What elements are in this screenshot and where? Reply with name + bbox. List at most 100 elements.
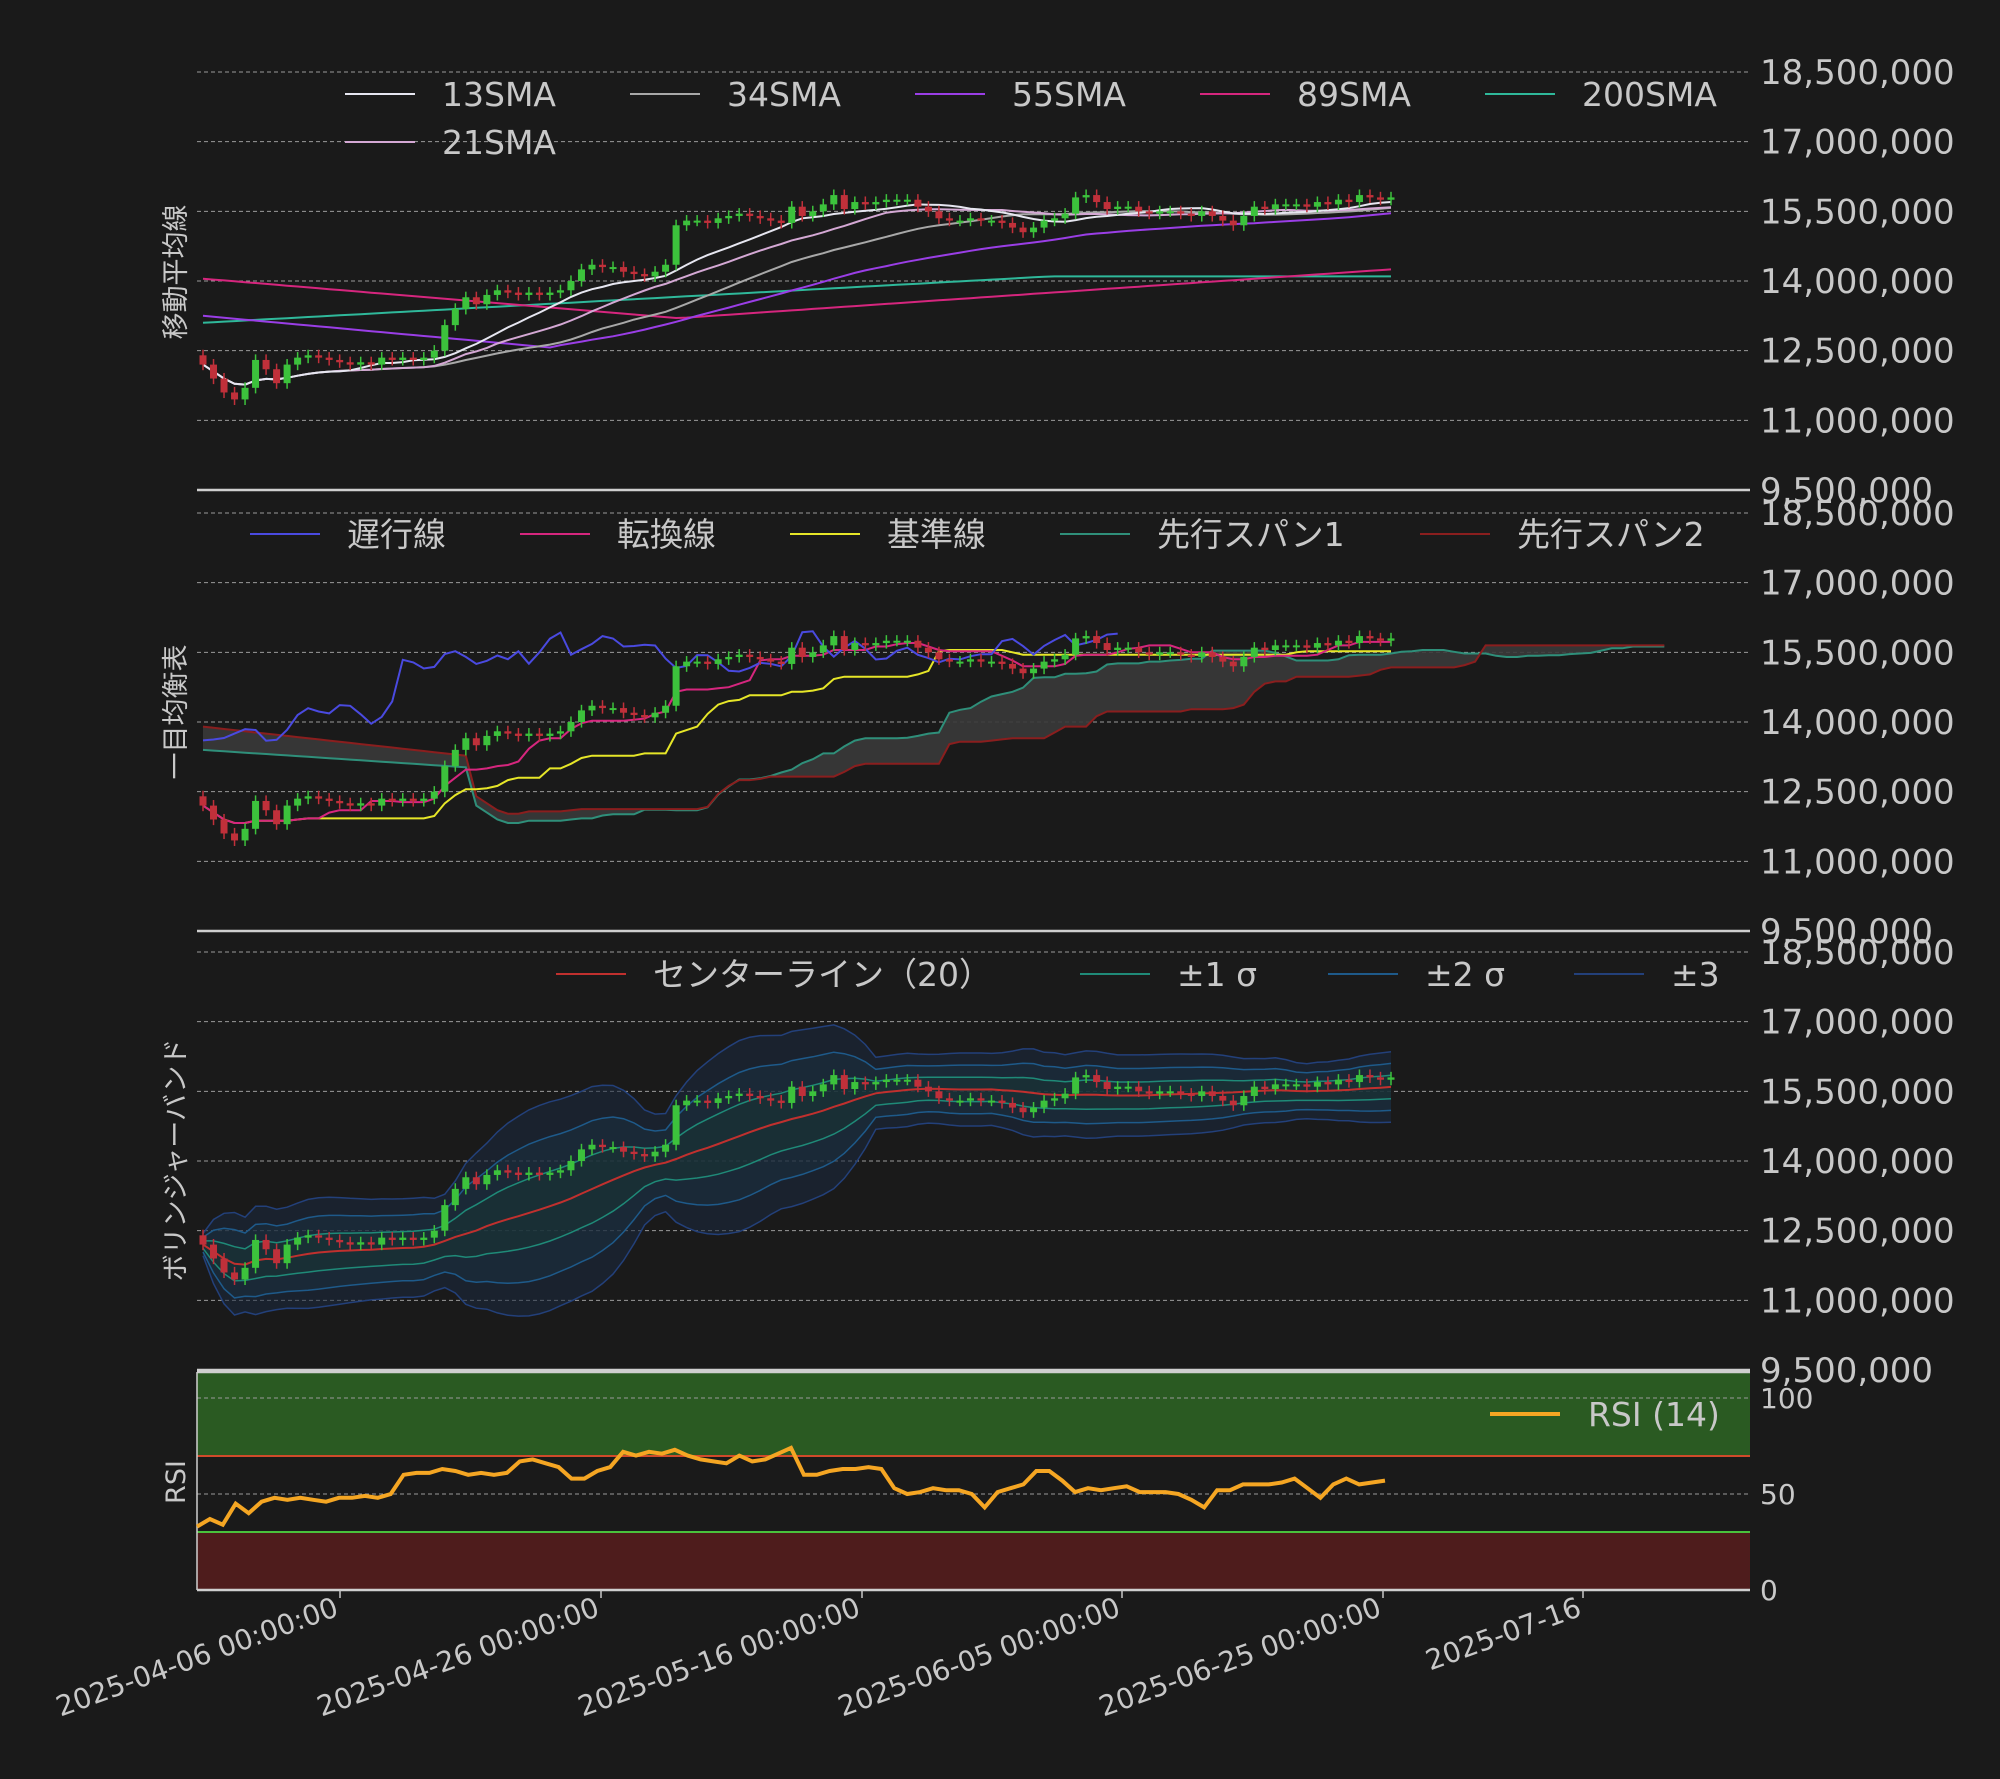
candle-body <box>609 708 617 711</box>
candle-body <box>1208 1091 1216 1096</box>
candle-body <box>966 1098 974 1101</box>
candle-body <box>336 1239 344 1243</box>
candle-body <box>556 290 564 293</box>
candle-body <box>819 204 827 212</box>
candle-body <box>1387 638 1395 641</box>
candle-body <box>525 733 533 736</box>
candle-body <box>535 1172 543 1175</box>
candle-body <box>714 1098 722 1103</box>
candle-body <box>441 766 449 792</box>
candle-body <box>746 213 754 216</box>
candle-body <box>809 1091 817 1096</box>
candle-body <box>525 292 533 295</box>
candle-body <box>430 350 438 358</box>
candle-body <box>388 357 396 360</box>
candle-body <box>641 715 649 718</box>
candle-body <box>956 220 964 223</box>
x-tick-label: 2025-05-16 00:00:00 <box>574 1591 865 1724</box>
candle-body <box>346 803 354 806</box>
candle-body <box>336 359 344 363</box>
candle-body <box>1187 654 1195 657</box>
candle-body <box>1240 1095 1248 1106</box>
candle-body <box>357 362 365 365</box>
candle-body <box>746 654 754 657</box>
candle-body <box>935 652 943 660</box>
candle-body <box>672 1105 680 1145</box>
candle-body <box>903 1079 911 1082</box>
candle-body <box>1019 668 1027 674</box>
candle-body <box>872 202 880 205</box>
rsi-ytick-100: 100 <box>1760 1382 1813 1415</box>
candle-body <box>1376 197 1384 200</box>
candle-body <box>451 1188 459 1206</box>
panel1-ylabel: 移動平均線 <box>161 205 192 340</box>
candle-body <box>273 810 281 825</box>
candle-body <box>945 218 953 221</box>
ytick-label: 11,000,000 <box>1760 401 1955 441</box>
candle-body <box>1166 1091 1174 1094</box>
candle-body <box>472 297 480 305</box>
candle-body <box>735 654 743 657</box>
candle-body <box>1282 1084 1290 1087</box>
candle-body <box>1355 1075 1363 1083</box>
candle-body <box>987 1100 995 1103</box>
candle-body <box>1187 1093 1195 1096</box>
candle-body <box>641 1154 649 1157</box>
ichimoku-cloud <box>203 645 1665 823</box>
candle-body <box>1376 1077 1384 1080</box>
candle-body <box>1229 220 1237 226</box>
ytick-label: 14,000,000 <box>1760 262 1955 302</box>
candle-body <box>630 271 638 275</box>
candle-body <box>357 1242 365 1245</box>
candle-body <box>662 1144 670 1152</box>
candle-body <box>462 738 470 750</box>
rsi-line <box>195 1445 1386 1529</box>
candle-body <box>483 735 491 746</box>
ma-line-89SMA <box>202 268 1392 320</box>
candle-body <box>472 1177 480 1185</box>
leading-span-2-line <box>202 644 1665 815</box>
candle-body <box>1135 1086 1143 1092</box>
candle-body <box>546 733 554 736</box>
ma-line-55SMA <box>202 212 1392 349</box>
candle-body <box>252 359 260 388</box>
candle-body <box>987 661 995 664</box>
ytick-label: 14,000,000 <box>1760 1142 1955 1182</box>
candle-body <box>1292 1084 1300 1087</box>
candle-body <box>956 661 964 664</box>
candle-body <box>1156 652 1164 655</box>
candle-body <box>704 661 712 664</box>
candle-body <box>777 1100 785 1103</box>
candle-body <box>1156 1091 1164 1094</box>
candle-body <box>1177 652 1185 655</box>
candle-body <box>483 1174 491 1185</box>
candle-body <box>914 1079 922 1087</box>
candle-body <box>262 800 270 811</box>
candle-body <box>683 661 691 667</box>
panel2-legend: 遅行線 転換線 基準線 先行スパン1 先行スパン2 <box>250 515 1705 554</box>
candle-body <box>882 640 890 644</box>
ytick-label: 18,500,000 <box>1760 53 1955 93</box>
candle-body <box>851 1082 859 1090</box>
candle-body <box>746 1093 754 1096</box>
candle-body <box>567 281 575 291</box>
candle-body <box>882 1079 890 1083</box>
band-lower-1sigma <box>202 1097 1392 1282</box>
candle-body <box>599 1144 607 1148</box>
candle-body <box>1334 1079 1342 1085</box>
candle-body <box>325 798 333 801</box>
legend-label: 転換線 <box>617 515 716 554</box>
candle-body <box>1072 1077 1080 1094</box>
candle-body <box>809 652 817 657</box>
candle-body <box>1324 643 1332 646</box>
rsi-oversold-zone <box>197 1532 1750 1590</box>
ytick-label: 15,500,000 <box>1760 1072 1955 1112</box>
candle-body <box>294 1237 302 1245</box>
candle-body <box>1093 636 1101 644</box>
candle-body <box>1051 218 1059 221</box>
candle-body <box>777 220 785 223</box>
candle-body <box>1271 645 1279 651</box>
candle-body <box>1103 202 1111 210</box>
